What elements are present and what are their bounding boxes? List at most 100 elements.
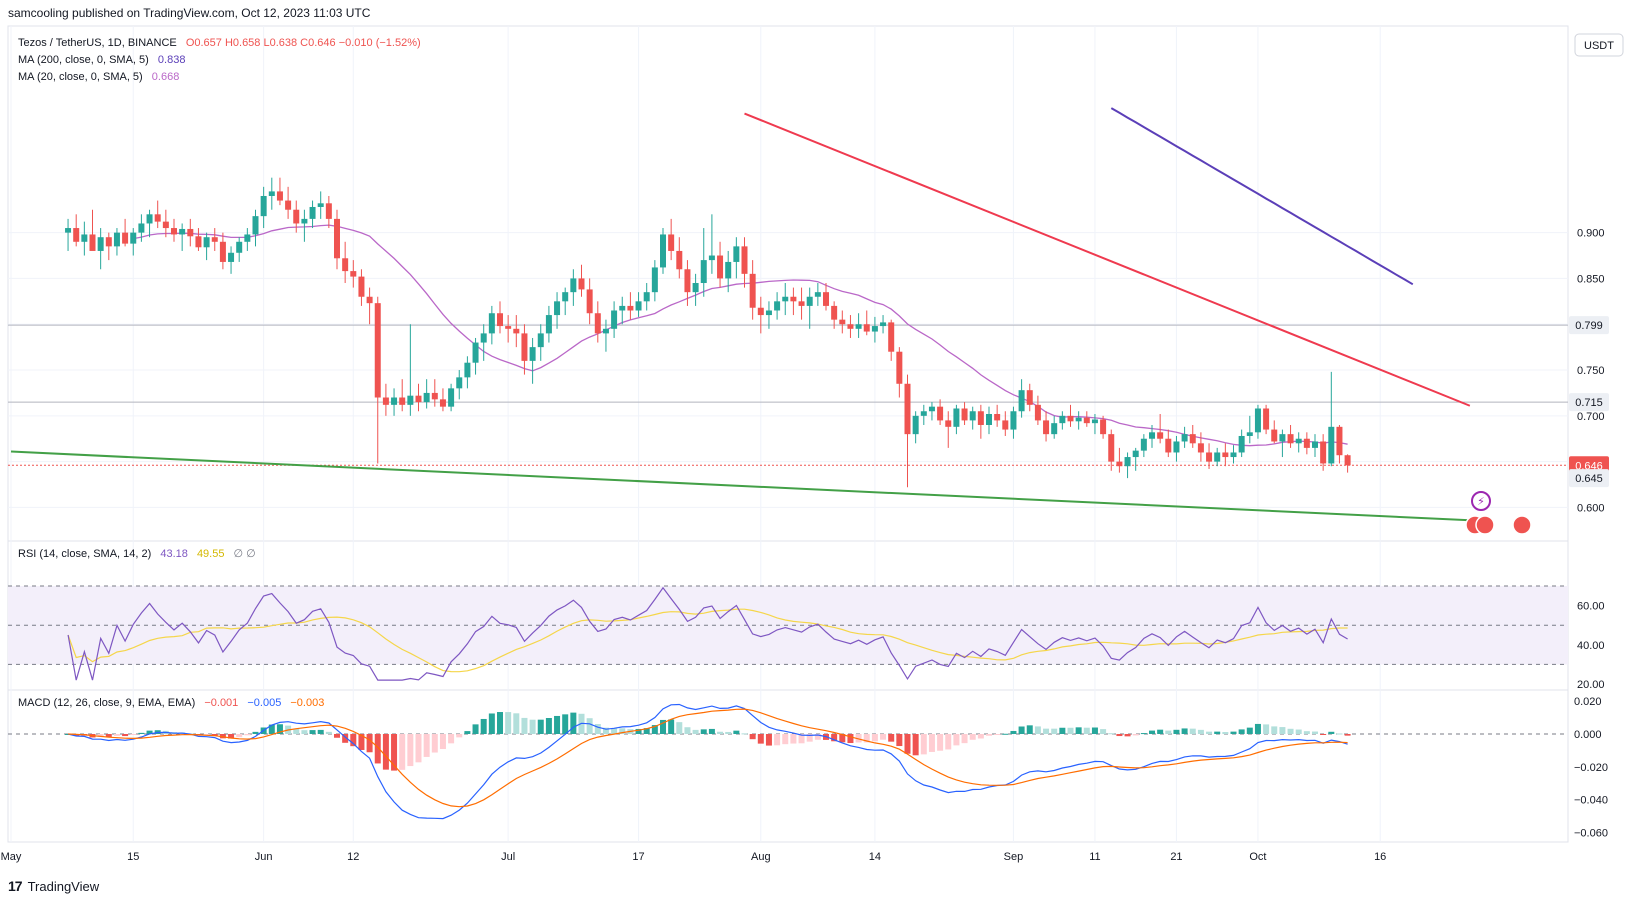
- candle-body: [643, 292, 650, 302]
- macd-label[interactable]: MACD (12, 26, close, 9, EMA, EMA): [18, 697, 195, 709]
- candle-body: [65, 228, 72, 233]
- candle-body: [187, 228, 194, 237]
- macd-histogram-bar: [1254, 723, 1261, 734]
- macd-histogram-bar: [309, 730, 316, 734]
- candle-body: [937, 406, 944, 421]
- candle-body: [1051, 423, 1058, 435]
- macd-histogram-bar: [798, 734, 805, 744]
- macd-signal-value: −0.003: [290, 697, 324, 709]
- rsi-tick-label: 40.00: [1577, 640, 1605, 652]
- macd-histogram-bar: [717, 731, 724, 734]
- macd-histogram-bar: [1287, 728, 1294, 734]
- candle-body: [122, 232, 129, 244]
- event-markers[interactable]: ⚡: [1465, 491, 1532, 535]
- candle-body: [953, 408, 960, 427]
- brand-text: TradingView: [27, 878, 100, 894]
- macd-histogram-bar: [977, 734, 984, 739]
- candle-body: [81, 234, 88, 242]
- candle-body: [423, 392, 430, 403]
- macd-histogram-bar: [863, 734, 870, 743]
- rsi-extra: ∅ ∅: [234, 548, 256, 560]
- macd-pane: [8, 703, 1568, 820]
- candle-body: [391, 397, 398, 405]
- macd-histogram-bar: [961, 734, 968, 744]
- macd-histogram-bar: [252, 731, 259, 734]
- macd-histogram-bar: [236, 734, 243, 738]
- candle-body: [1002, 420, 1009, 430]
- macd-histogram-bar: [521, 717, 528, 734]
- symbol-title[interactable]: Tezos / TetherUS, 1D, BINANCE: [18, 37, 177, 49]
- rsi-tick-label: 60.00: [1577, 601, 1605, 613]
- candle-body: [513, 328, 520, 334]
- rsi-value: 43.18: [160, 548, 188, 560]
- candle-body: [896, 351, 903, 384]
- horizontal-levels: [8, 324, 1568, 466]
- us-flag-event-icon[interactable]: [1475, 515, 1495, 535]
- candle-body: [309, 206, 316, 219]
- macd-histogram-bar: [586, 718, 593, 734]
- candle-body: [154, 214, 161, 222]
- currency-button[interactable]: USDT: [1574, 33, 1624, 57]
- time-tick-label: 14: [869, 851, 881, 863]
- time-tick-label: Jul: [501, 851, 515, 863]
- macd-histogram-bar: [1100, 729, 1107, 734]
- macd-histogram-bar: [725, 731, 732, 734]
- macd-histogram-bar: [537, 719, 544, 734]
- time-tick-label: Sep: [1004, 851, 1024, 863]
- candle-body: [1018, 390, 1025, 412]
- publish-header: samcooling published on TradingView.com,…: [8, 6, 370, 20]
- price-tick-label: 0.600: [1577, 502, 1605, 514]
- candle-body: [211, 237, 218, 242]
- candle-body: [660, 234, 666, 268]
- candle-body: [1295, 438, 1302, 444]
- macd-histogram-bar: [562, 714, 569, 734]
- time-tick-label: Aug: [751, 851, 771, 863]
- candle-body: [1010, 411, 1017, 430]
- macd-tick-label: 0.000: [1574, 729, 1602, 741]
- candle-body: [382, 397, 389, 405]
- ma200-label[interactable]: MA (200, close, 0, SMA, 5): [18, 54, 149, 66]
- macd-histogram-bar: [692, 729, 699, 734]
- macd-histogram-bar: [1238, 729, 1245, 734]
- candle-body: [774, 301, 781, 311]
- macd-histogram-bar: [105, 734, 112, 738]
- candle-body: [1132, 450, 1139, 458]
- branding[interactable]: 17 TradingView: [8, 878, 99, 894]
- macd-histogram-bar: [1206, 731, 1213, 734]
- candle-body: [920, 411, 927, 416]
- macd-histogram-bar: [545, 718, 552, 734]
- macd-tick-label: −0.060: [1574, 827, 1608, 839]
- ma20-value: 0.668: [152, 71, 180, 83]
- macd-histogram-bar: [1279, 727, 1286, 734]
- macd-histogram-bar: [325, 731, 332, 734]
- rsi-label[interactable]: RSI (14, close, SMA, 14, 2): [18, 548, 151, 560]
- level-715-badge-bg: [1569, 393, 1609, 412]
- macd-histogram-bar: [138, 732, 145, 734]
- macd-histogram-bar: [969, 734, 976, 740]
- lightning-event-icon[interactable]: [1471, 491, 1491, 511]
- candle-body: [325, 203, 332, 219]
- svg-text:Tezos / TetherUS, 1D, BINANCE: Tezos / TetherUS, 1D, BINANCE O0.657 H0.…: [18, 37, 421, 49]
- macd-histogram-bar: [602, 727, 609, 734]
- macd-histogram-bar: [293, 728, 300, 734]
- candle-body: [717, 255, 724, 279]
- macd-histogram-bar: [896, 734, 903, 747]
- ma20-label[interactable]: MA (20, close, 0, SMA, 5): [18, 71, 143, 83]
- candle-body: [969, 411, 976, 421]
- level-715-badge: 0.715: [1575, 397, 1603, 409]
- macd-histogram-bar: [847, 734, 854, 744]
- us-flag-event-icon[interactable]: [1512, 515, 1532, 535]
- macd-histogram-bar: [1246, 727, 1253, 734]
- candle-body: [986, 413, 992, 425]
- candle-body: [1059, 415, 1066, 424]
- macd-histogram-bar: [831, 734, 838, 742]
- candle-body: [814, 292, 821, 297]
- macd-histogram-bar: [1320, 734, 1327, 735]
- macd-histogram-bar: [211, 734, 218, 736]
- macd-histogram-bar: [366, 734, 373, 753]
- candle-body: [1246, 432, 1253, 436]
- candle-body: [1181, 434, 1188, 442]
- candle-body: [1067, 415, 1074, 422]
- ohlc-values: O0.657 H0.658 L0.638 C0.646 −0.010 (−1.5…: [186, 37, 421, 49]
